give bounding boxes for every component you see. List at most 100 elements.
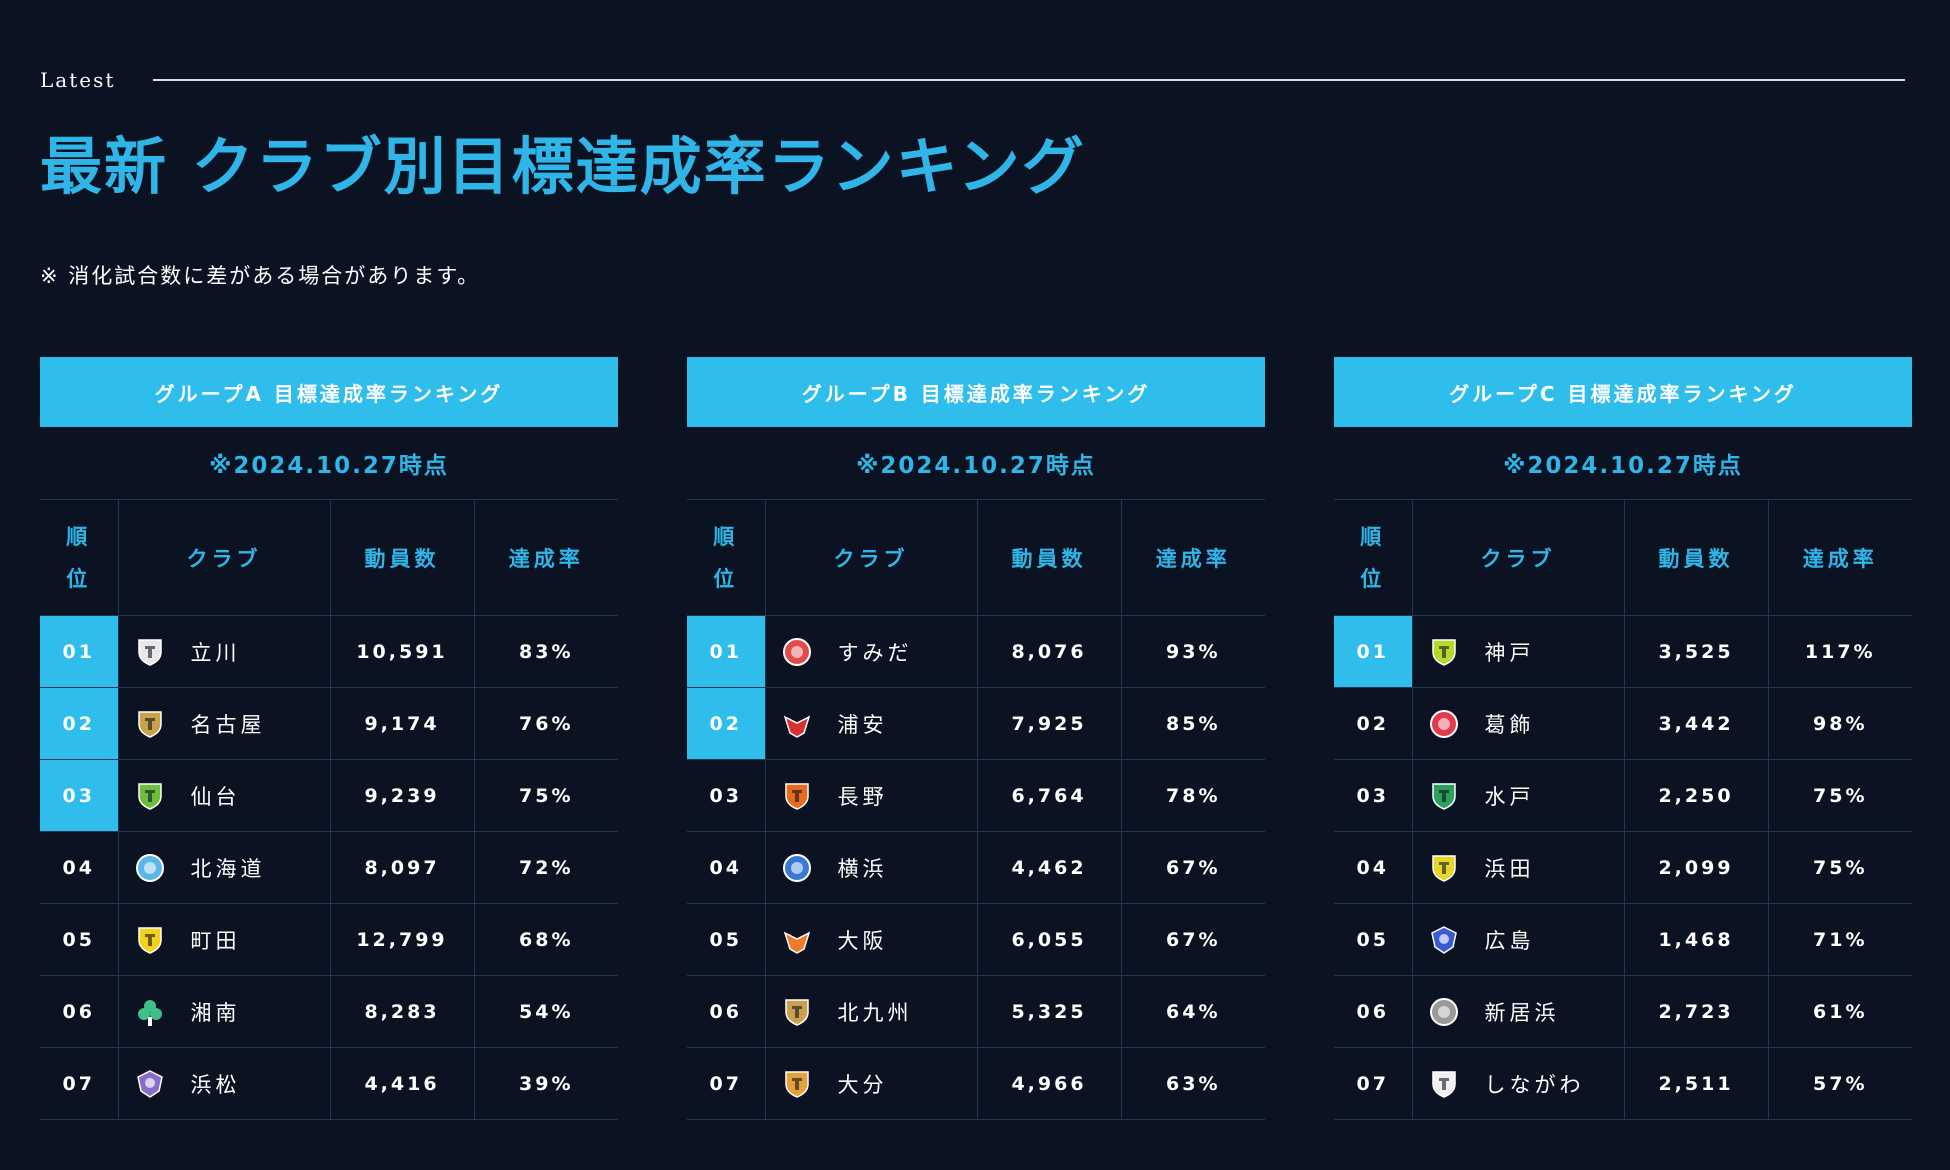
table-row: 03 水戸 2,250 75% <box>1334 759 1912 832</box>
attendance-cell: 12,799 <box>329 903 474 976</box>
club-name: すみだ <box>837 640 913 665</box>
attendance-cell: 9,239 <box>329 759 474 832</box>
attendance-cell: 8,076 <box>976 615 1121 688</box>
table-row: 07 しながわ 2,511 57% <box>1334 1047 1912 1120</box>
club-cell: 新居浜 <box>1411 975 1624 1048</box>
ranking-table: 順位 クラブ 動員数 達成率 01 すみだ 8,076 93% 02 <box>687 499 1265 1120</box>
rank-cell: 04 <box>687 831 765 904</box>
rate-cell: 67% <box>1120 831 1265 904</box>
club-emblem-icon <box>135 709 165 739</box>
table-row: 07 大分 4,966 63% <box>687 1047 1265 1120</box>
club-cell: 広島 <box>1411 903 1624 976</box>
club-emblem-icon <box>135 781 165 811</box>
rate-cell: 78% <box>1120 759 1265 832</box>
attendance-cell: 3,525 <box>1623 615 1768 688</box>
column-header-club: クラブ <box>1411 499 1624 616</box>
rank-cell: 03 <box>1334 759 1412 832</box>
table-header-row: 順位 クラブ 動員数 達成率 <box>687 499 1265 616</box>
group-header: グループC 目標達成率ランキング <box>1334 357 1912 427</box>
club-name: 浜田 <box>1484 856 1535 881</box>
column-header-rank: 順位 <box>40 499 118 616</box>
table-row: 05 町田 12,799 68% <box>40 903 618 976</box>
rank-cell: 04 <box>1334 831 1412 904</box>
rate-cell: 85% <box>1120 687 1265 760</box>
rate-cell: 72% <box>473 831 618 904</box>
rank-cell: 05 <box>687 903 765 976</box>
club-emblem-icon <box>135 997 165 1027</box>
rate-cell: 39% <box>473 1047 618 1120</box>
ranking-group-1: グループA 目標達成率ランキング ※2024.10.27時点 順位 クラブ 動員… <box>40 357 618 1120</box>
club-cell: 立川 <box>117 615 330 688</box>
attendance-cell: 7,925 <box>976 687 1121 760</box>
rank-cell: 03 <box>687 759 765 832</box>
rank-cell: 05 <box>40 903 118 976</box>
attendance-cell: 2,511 <box>1623 1047 1768 1120</box>
eyebrow-divider <box>153 79 1905 81</box>
club-name: 葛飾 <box>1484 712 1535 737</box>
attendance-cell: 6,764 <box>976 759 1121 832</box>
club-emblem-icon <box>1429 781 1459 811</box>
club-emblem-icon <box>1429 925 1459 955</box>
attendance-cell: 6,055 <box>976 903 1121 976</box>
club-name: 大分 <box>837 1072 888 1097</box>
club-cell: 大分 <box>764 1047 977 1120</box>
rank-cell: 02 <box>687 687 765 760</box>
rank-cell: 07 <box>1334 1047 1412 1120</box>
rank-cell: 06 <box>1334 975 1412 1048</box>
column-header-club: クラブ <box>117 499 330 616</box>
club-name: 北九州 <box>837 1000 913 1025</box>
rank-cell: 02 <box>1334 687 1412 760</box>
rate-cell: 61% <box>1767 975 1912 1048</box>
rank-cell: 03 <box>40 759 118 832</box>
club-name: 仙台 <box>190 784 241 809</box>
club-cell: 浦安 <box>764 687 977 760</box>
club-cell: 水戸 <box>1411 759 1624 832</box>
rate-cell: 71% <box>1767 903 1912 976</box>
rate-cell: 75% <box>1767 759 1912 832</box>
club-cell: 浜松 <box>117 1047 330 1120</box>
attendance-cell: 4,462 <box>976 831 1121 904</box>
club-name: 広島 <box>1484 928 1535 953</box>
club-cell: 北九州 <box>764 975 977 1048</box>
page-title: 最新 クラブ別目標達成率ランキング <box>40 130 1086 203</box>
column-header-attendance: 動員数 <box>976 499 1121 616</box>
club-name: 横浜 <box>837 856 888 881</box>
column-header-club: クラブ <box>764 499 977 616</box>
rate-cell: 75% <box>473 759 618 832</box>
rank-cell: 02 <box>40 687 118 760</box>
rate-cell: 57% <box>1767 1047 1912 1120</box>
group-header: グループA 目標達成率ランキング <box>40 357 618 427</box>
club-name: 神戸 <box>1484 640 1535 665</box>
attendance-cell: 8,097 <box>329 831 474 904</box>
club-emblem-icon <box>135 1069 165 1099</box>
attendance-cell: 5,325 <box>976 975 1121 1048</box>
attendance-cell: 9,174 <box>329 687 474 760</box>
column-header-rank: 順位 <box>1334 499 1412 616</box>
rank-cell: 05 <box>1334 903 1412 976</box>
club-emblem-icon <box>782 997 812 1027</box>
table-row: 04 横浜 4,462 67% <box>687 831 1265 904</box>
club-emblem-icon <box>782 925 812 955</box>
club-name: しながわ <box>1484 1072 1585 1097</box>
table-row: 01 すみだ 8,076 93% <box>687 615 1265 688</box>
attendance-cell: 2,723 <box>1623 975 1768 1048</box>
rate-cell: 75% <box>1767 831 1912 904</box>
club-name: 町田 <box>190 928 241 953</box>
table-row: 02 名古屋 9,174 76% <box>40 687 618 760</box>
ranking-table: 順位 クラブ 動員数 達成率 01 立川 10,591 83% 02 <box>40 499 618 1120</box>
rate-cell: 63% <box>1120 1047 1265 1120</box>
rate-cell: 93% <box>1120 615 1265 688</box>
eyebrow-label: Latest <box>40 68 116 92</box>
club-emblem-icon <box>1429 709 1459 739</box>
attendance-cell: 10,591 <box>329 615 474 688</box>
club-emblem-icon <box>135 853 165 883</box>
club-name: 立川 <box>190 640 241 665</box>
column-header-rate: 達成率 <box>1120 499 1265 616</box>
club-cell: しながわ <box>1411 1047 1624 1120</box>
table-row: 04 浜田 2,099 75% <box>1334 831 1912 904</box>
club-cell: 葛飾 <box>1411 687 1624 760</box>
column-header-rate: 達成率 <box>473 499 618 616</box>
ranking-table: 順位 クラブ 動員数 達成率 01 神戸 3,525 117% 02 <box>1334 499 1912 1120</box>
attendance-cell: 4,966 <box>976 1047 1121 1120</box>
column-header-attendance: 動員数 <box>329 499 474 616</box>
